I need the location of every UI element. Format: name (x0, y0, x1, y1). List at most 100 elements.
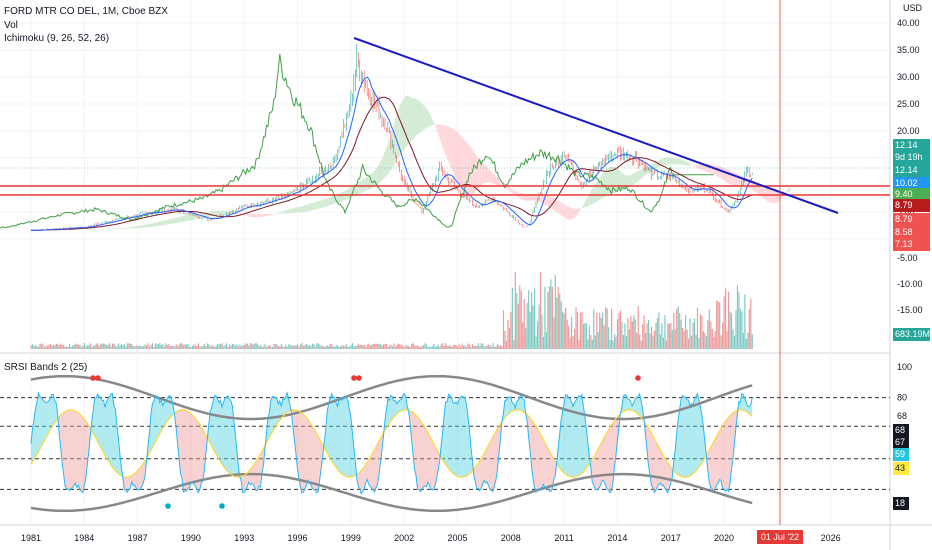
srsi-fill (729, 414, 732, 484)
volume-bar (449, 345, 451, 349)
price-tick-label: 35.00 (897, 45, 920, 55)
srsi-fill (253, 463, 255, 488)
srsi-fill (199, 424, 202, 490)
volume-bar (621, 321, 623, 349)
volume-bar (140, 346, 142, 349)
srsi-fill (482, 453, 485, 484)
cloud-segment (253, 213, 255, 218)
symbol-title[interactable]: FORD MTR CO DEL, 1M, Cboe BZX (4, 6, 168, 17)
volume-bar (85, 346, 87, 349)
volume-bar (627, 318, 629, 349)
volume-bar (160, 344, 163, 349)
volume-bar (320, 346, 322, 349)
volume-bar (384, 343, 386, 349)
srsi-legend[interactable]: SRSI Bands 2 (25) (4, 362, 88, 373)
volume-bar (181, 343, 183, 349)
srsi-fill (580, 394, 582, 475)
srsi-fill (168, 395, 171, 420)
srsi-fill (722, 423, 725, 490)
srsi-fill (423, 425, 425, 487)
volume-bar (337, 345, 339, 349)
srsi-fill (235, 434, 237, 478)
volume-bar (377, 343, 379, 349)
volume-bar (63, 344, 65, 349)
volume-bar (578, 339, 580, 349)
volume-bar (277, 346, 279, 349)
cloud-segment (296, 207, 298, 213)
srsi-fill (69, 409, 71, 491)
srsi-fill (97, 394, 100, 445)
volume-bar (689, 318, 691, 349)
volume-bar (559, 293, 561, 349)
volume-bar (650, 326, 653, 349)
srsi-fill (272, 396, 274, 432)
volume-bar (526, 303, 528, 349)
cloud-segment (438, 124, 440, 139)
volume-bar (560, 301, 562, 349)
srsi-fill (260, 451, 263, 488)
cloud-segment (340, 192, 342, 202)
srsi-fill (65, 410, 67, 489)
volume-bar (468, 344, 471, 349)
volume-bar (246, 343, 248, 349)
srsi-fill (333, 397, 335, 466)
volume-bar (642, 324, 644, 349)
cloud-segment (673, 157, 676, 165)
cloud-segment (407, 95, 409, 146)
cloud-segment (441, 124, 443, 148)
cloud-segment (765, 187, 767, 202)
cloud-segment (427, 109, 430, 127)
cloud-segment (595, 182, 597, 203)
volume-bar (722, 322, 724, 349)
volume-bar (409, 346, 411, 349)
volume-bar (388, 345, 391, 349)
cloud-segment (493, 173, 495, 185)
volume-bar (126, 343, 128, 349)
volume-bar (716, 300, 718, 349)
cloud-segment (639, 169, 642, 181)
srsi-fill (578, 395, 581, 476)
volume-bar (151, 343, 154, 349)
volume-bar (615, 336, 617, 349)
year-tick-label: 1999 (341, 533, 361, 543)
srsi-fill (442, 414, 445, 463)
volume-bar (52, 344, 54, 349)
volume-bar (640, 340, 642, 349)
drawing-overlays[interactable] (0, 0, 890, 525)
cloud-segment (389, 135, 391, 172)
cloud-segment (263, 214, 265, 217)
volume-bar (735, 310, 737, 349)
volume-bar (502, 310, 505, 349)
srsi-fill (192, 415, 194, 485)
volume-bar (120, 344, 123, 349)
volume-bar (431, 346, 434, 349)
cloud-segment (726, 169, 729, 184)
srsi-fill (341, 397, 344, 475)
cloud-segment (479, 159, 482, 187)
cloud-segment (458, 133, 461, 188)
ichimoku-legend[interactable]: Ichimoku (9, 26, 52, 26) (4, 33, 110, 44)
srsi-fill (347, 400, 350, 478)
volume-bar (685, 314, 687, 349)
volume-legend[interactable]: Vol (4, 20, 18, 31)
srsi-fill (534, 424, 536, 493)
cloud-segment (257, 213, 260, 218)
cloud-segment (230, 212, 233, 214)
volume-bar (483, 346, 485, 349)
cloud-segment (642, 167, 645, 178)
cloud-segment (570, 207, 572, 220)
volume-bar (301, 343, 303, 349)
srsi-fill (79, 414, 82, 492)
cloud-segment (411, 97, 414, 141)
srsi-fill (692, 399, 695, 474)
cloud-segment (309, 203, 311, 211)
volume-bar (128, 343, 130, 349)
cloud-segment (550, 196, 553, 209)
volume-bar (696, 307, 699, 349)
srsi-fill (66, 410, 69, 489)
cloud-segment (376, 167, 378, 186)
srsi-fill (654, 438, 656, 493)
cloud-segment (109, 228, 111, 230)
volume-bar (424, 343, 426, 349)
